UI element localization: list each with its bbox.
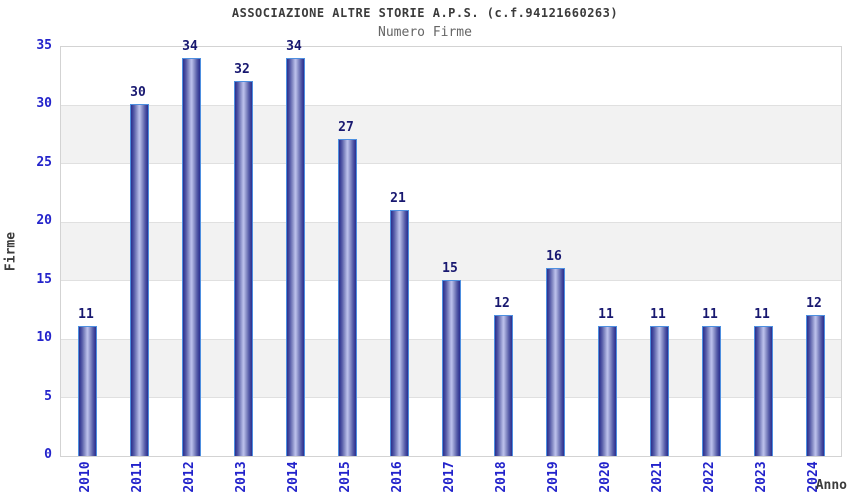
bar-2021: [650, 326, 669, 456]
x-tick-label-2019: 2019: [546, 461, 561, 493]
band-30-35: [61, 47, 841, 106]
x-tick-label-2011: 2011: [130, 461, 145, 493]
bar-value-label-2010: 11: [78, 307, 94, 322]
y-tick-label-15: 15: [36, 271, 52, 287]
band-20-25: [61, 163, 841, 223]
bar-value-label-2023: 11: [754, 307, 770, 322]
x-tick-label-2018: 2018: [494, 461, 509, 493]
bar-value-label-2019: 16: [546, 249, 562, 264]
x-tick-label-2016: 2016: [390, 461, 405, 493]
y-tick-label-20: 20: [36, 213, 52, 229]
y-tick-label-0: 0: [44, 447, 52, 462]
x-tick-label-2023: 2023: [754, 461, 769, 493]
bar-2010: [78, 326, 97, 456]
x-axis-label: Anno: [815, 478, 847, 493]
bar-value-label-2015: 27: [338, 120, 354, 135]
bar-value-label-2021: 11: [650, 307, 666, 322]
bar-2023: [754, 326, 773, 456]
bar-2024: [806, 315, 825, 456]
x-tick-label-2014: 2014: [286, 461, 301, 493]
gridline-25: [61, 163, 841, 165]
x-tick-label-2010: 2010: [78, 461, 93, 493]
bar-value-label-2012: 34: [182, 39, 198, 54]
chart-title: ASSOCIAZIONE ALTRE STORIE A.P.S. (c.f.94…: [231, 6, 619, 20]
x-tick-label-2012: 2012: [182, 461, 197, 493]
bar-2011: [130, 104, 149, 456]
gridline-30: [61, 104, 841, 106]
x-tick-label-2021: 2021: [650, 461, 665, 493]
bar-value-label-2016: 21: [390, 191, 406, 206]
y-tick-label-10: 10: [36, 330, 52, 346]
bar-2016: [390, 210, 409, 456]
bar-value-label-2011: 30: [130, 85, 146, 100]
bar-value-label-2013: 32: [234, 62, 250, 77]
bar-value-label-2014: 34: [286, 39, 302, 54]
bar-2019: [546, 268, 565, 456]
y-tick-label-35: 35: [36, 38, 52, 53]
x-tick-label-2022: 2022: [702, 461, 717, 493]
plot-area: [60, 46, 842, 457]
bar-value-label-2024: 12: [806, 296, 822, 311]
bar-value-label-2020: 11: [598, 307, 614, 322]
y-tick-label-25: 25: [36, 154, 52, 170]
bar-2014: [286, 58, 305, 456]
bar-2020: [598, 326, 617, 456]
chart-subtitle: Numero Firme: [378, 25, 472, 40]
y-tick-label-5: 5: [44, 388, 52, 404]
y-tick-label-30: 30: [36, 96, 52, 112]
bar-2022: [702, 326, 721, 456]
x-tick-label-2020: 2020: [598, 461, 613, 493]
gridline-20: [61, 221, 841, 223]
x-tick-label-2017: 2017: [442, 461, 457, 493]
bar-2018: [494, 315, 513, 456]
bar-2015: [338, 139, 357, 456]
x-tick-label-2013: 2013: [234, 461, 249, 493]
x-tick-label-2015: 2015: [338, 461, 353, 493]
bar-value-label-2018: 12: [494, 296, 510, 311]
bar-2012: [182, 58, 201, 456]
bar-value-label-2022: 11: [702, 307, 718, 322]
bar-2013: [234, 81, 253, 456]
band-25-30: [61, 105, 841, 164]
bar-2017: [442, 280, 461, 456]
bar-value-label-2017: 15: [442, 261, 458, 276]
